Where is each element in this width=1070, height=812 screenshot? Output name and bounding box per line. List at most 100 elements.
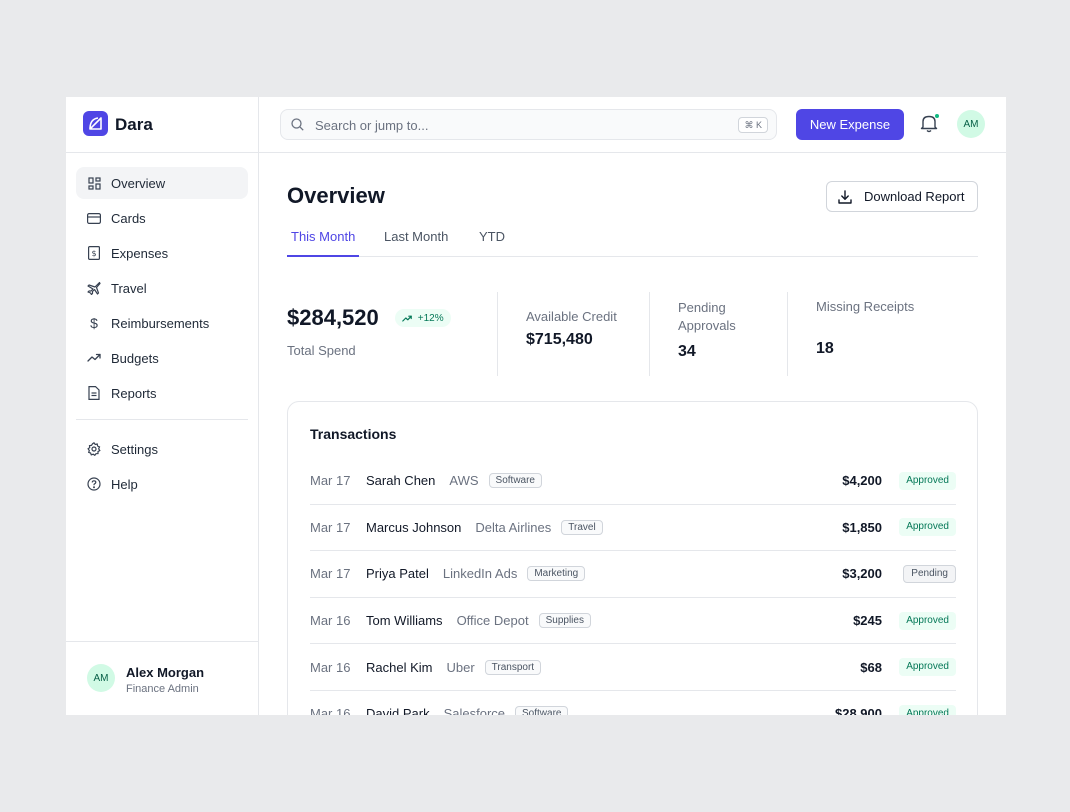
notification-dot bbox=[934, 113, 940, 119]
user-profile[interactable]: AM Alex Morgan Finance Admin bbox=[66, 641, 259, 715]
stat-available-credit: Available Credit $715,480 bbox=[526, 293, 646, 377]
stat-divider bbox=[649, 292, 650, 376]
status-badge: Pending bbox=[903, 564, 956, 583]
status-badge: Approved bbox=[899, 518, 956, 537]
avatar[interactable]: AM bbox=[957, 110, 985, 138]
transaction-employee: Tom Williams bbox=[366, 613, 443, 629]
transaction-vendor: Uber bbox=[446, 659, 475, 675]
sidebar-item-help[interactable]: Help bbox=[76, 468, 248, 500]
sidebar: Dara Overview Cards $ Expenses bbox=[66, 97, 259, 715]
sidebar-item-expenses[interactable]: $ Expenses bbox=[76, 237, 248, 269]
pending-approvals-value: 34 bbox=[678, 343, 696, 360]
transaction-vendor: LinkedIn Ads bbox=[442, 566, 518, 582]
change-value: +12% bbox=[417, 312, 444, 324]
stat-pending-approvals: Pending Approvals 34 bbox=[678, 293, 768, 377]
transaction-vendor: Delta Airlines bbox=[475, 519, 552, 535]
bell-icon bbox=[920, 115, 938, 137]
help-icon bbox=[87, 477, 101, 491]
brand-name: Dara bbox=[115, 115, 153, 134]
transaction-employee: Rachel Kim bbox=[366, 659, 433, 675]
sidebar-item-reimbursements[interactable]: $ Reimbursements bbox=[76, 307, 248, 339]
top-bar: Search or jump to... ⌘ K New Expense AM bbox=[259, 97, 1006, 153]
category-tag: Supplies bbox=[538, 613, 591, 629]
sidebar-item-label: Reimbursements bbox=[111, 315, 210, 331]
user-role: Finance Admin bbox=[126, 683, 199, 695]
search-input[interactable]: Search or jump to... ⌘ K bbox=[280, 109, 777, 140]
missing-receipts-label: Missing Receipts bbox=[816, 299, 915, 314]
logo-icon[interactable] bbox=[83, 111, 108, 136]
transaction-employee: Marcus Johnson bbox=[366, 519, 462, 535]
transaction-amount: $68 bbox=[860, 659, 882, 675]
sidebar-item-overview[interactable]: Overview bbox=[76, 167, 248, 199]
category-tag: Marketing bbox=[527, 566, 586, 582]
sidebar-item-cards[interactable]: Cards bbox=[76, 202, 248, 234]
table-row[interactable]: Mar 17 Marcus Johnson Delta Airlines Tra… bbox=[310, 505, 956, 552]
document-icon bbox=[87, 386, 101, 400]
transaction-date: Mar 16 bbox=[310, 659, 351, 675]
transactions-list: Mar 17 Sarah Chen AWS Software $4,200 Ap… bbox=[310, 458, 956, 715]
download-report-label: Download Report bbox=[864, 189, 965, 204]
total-spend-label: Total Spend bbox=[287, 343, 356, 358]
transaction-amount: $245 bbox=[853, 613, 882, 629]
card-icon bbox=[87, 211, 101, 225]
sidebar-item-label: Budgets bbox=[111, 350, 159, 366]
transaction-amount: $4,200 bbox=[842, 473, 882, 489]
sidebar-item-label: Expenses bbox=[111, 245, 169, 261]
transaction-date: Mar 17 bbox=[310, 473, 351, 489]
table-row[interactable]: Mar 16 Tom Williams Office Depot Supplie… bbox=[310, 598, 956, 645]
trend-up-icon bbox=[401, 315, 412, 322]
transactions-card: Transactions Mar 17 Sarah Chen AWS Softw… bbox=[287, 401, 978, 715]
download-icon bbox=[838, 189, 852, 204]
transaction-amount: $1,850 bbox=[842, 519, 882, 535]
transaction-amount: $3,200 bbox=[842, 566, 882, 582]
transactions-title: Transactions bbox=[310, 426, 397, 442]
brand: Dara bbox=[66, 97, 259, 153]
page-title: Overview bbox=[287, 183, 385, 208]
transaction-vendor: AWS bbox=[449, 473, 479, 489]
transaction-date: Mar 16 bbox=[310, 613, 351, 629]
available-credit-label: Available Credit bbox=[526, 309, 617, 324]
category-tag: Transport bbox=[484, 659, 542, 675]
stat-divider bbox=[497, 292, 498, 376]
sidebar-item-reports[interactable]: Reports bbox=[76, 377, 248, 409]
sidebar-item-travel[interactable]: Travel bbox=[76, 272, 248, 304]
stat-missing-receipts: Missing Receipts 18 bbox=[816, 293, 956, 377]
table-row[interactable]: Mar 16 David Park Salesforce Software $2… bbox=[310, 691, 956, 715]
sidebar-item-label: Overview bbox=[111, 175, 166, 191]
status-badge: Approved bbox=[899, 704, 956, 715]
status-badge: Approved bbox=[899, 658, 956, 677]
status-badge: Approved bbox=[899, 611, 956, 630]
category-tag: Software bbox=[488, 473, 542, 489]
total-spend-value: $284,520 bbox=[287, 305, 379, 330]
tab-this-month[interactable]: This Month bbox=[287, 229, 360, 257]
sidebar-item-budgets[interactable]: Budgets bbox=[76, 342, 248, 374]
table-row[interactable]: Mar 16 Rachel Kim Uber Transport $68 App… bbox=[310, 644, 956, 691]
tab-last-month[interactable]: Last Month bbox=[384, 229, 449, 244]
sidebar-item-label: Settings bbox=[111, 441, 158, 457]
sidebar-item-settings[interactable]: Settings bbox=[76, 433, 248, 465]
search-icon bbox=[291, 118, 304, 136]
transaction-date: Mar 16 bbox=[310, 706, 351, 715]
sidebar-item-label: Travel bbox=[111, 280, 147, 296]
sidebar-item-label: Cards bbox=[111, 210, 146, 226]
plane-icon bbox=[87, 281, 101, 295]
transaction-vendor: Office Depot bbox=[456, 613, 529, 629]
transaction-date: Mar 17 bbox=[310, 519, 351, 535]
table-row[interactable]: Mar 17 Priya Patel LinkedIn Ads Marketin… bbox=[310, 551, 956, 598]
transaction-date: Mar 17 bbox=[310, 566, 351, 582]
table-row[interactable]: Mar 17 Sarah Chen AWS Software $4,200 Ap… bbox=[310, 458, 956, 505]
missing-receipts-value: 18 bbox=[816, 340, 834, 357]
change-badge: +12% bbox=[394, 309, 451, 327]
new-expense-button[interactable]: New Expense bbox=[796, 109, 904, 140]
sidebar-item-label: Help bbox=[111, 476, 138, 492]
transaction-employee: Priya Patel bbox=[366, 566, 429, 582]
search-placeholder: Search or jump to... bbox=[315, 118, 429, 133]
status-badge: Approved bbox=[899, 471, 956, 490]
download-report-button[interactable]: Download Report bbox=[826, 181, 978, 212]
transaction-amount: $28,900 bbox=[835, 706, 882, 715]
tab-ytd[interactable]: YTD bbox=[479, 229, 505, 244]
svg-text:$: $ bbox=[91, 249, 96, 258]
receipt-icon: $ bbox=[87, 246, 101, 260]
transaction-employee: David Park bbox=[366, 706, 430, 715]
notifications-button[interactable] bbox=[920, 113, 940, 135]
